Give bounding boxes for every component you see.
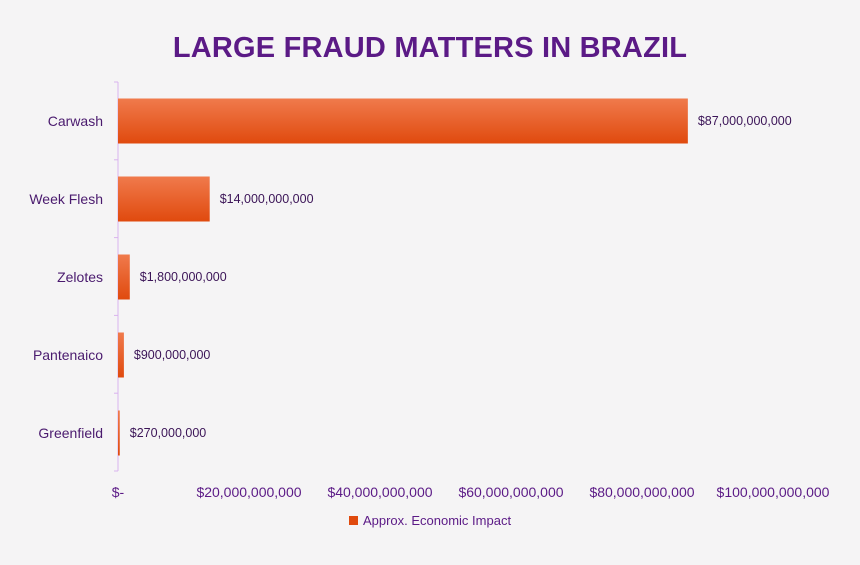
bar-carwash — [118, 98, 688, 144]
category-label: Greenfield — [38, 425, 103, 441]
x-tick-label: $40,000,000,000 — [327, 484, 432, 500]
legend-swatch — [348, 516, 358, 526]
category-label: Pantenaico — [33, 347, 103, 363]
bar-week-flesh — [118, 176, 210, 222]
category-label: Week Flesh — [29, 191, 103, 207]
x-tick-label: $100,000,000,000 — [717, 484, 830, 500]
x-tick-label: $- — [112, 484, 125, 500]
legend: Approx. Economic Impact — [0, 513, 860, 528]
data-label: $87,000,000,000 — [698, 114, 792, 128]
bars — [118, 98, 688, 456]
legend-label: Approx. Economic Impact — [362, 513, 512, 528]
category-label: Carwash — [48, 113, 103, 129]
chart-title: LARGE FRAUD MATTERS IN BRAZIL — [172, 32, 688, 64]
x-tick-label: $20,000,000,000 — [196, 484, 301, 500]
data-label: $900,000,000 — [134, 348, 211, 362]
data-label: $1,800,000,000 — [140, 270, 227, 284]
x-tick-label: $60,000,000,000 — [458, 484, 563, 500]
data-label: $270,000,000 — [130, 426, 207, 440]
x-axis-tick-labels: $- $20,000,000,000 $40,000,000,000 $60,000,… — [112, 484, 830, 500]
category-label: Zelotes — [57, 269, 103, 285]
data-labels: $87,000,000,000 $14,000,000,000 $1,800,000… — [130, 114, 792, 440]
data-label: $14,000,000,000 — [220, 192, 314, 206]
bar-zelotes — [118, 254, 130, 300]
x-tick-label: $80,000,000,000 — [589, 484, 694, 500]
category-labels: Carwash Week Flesh Zelotes Pantenaico Greenf… — [29, 113, 103, 441]
y-axis — [114, 81, 119, 472]
bar-greenfield — [118, 410, 120, 456]
bar-pantenaico — [118, 332, 124, 378]
